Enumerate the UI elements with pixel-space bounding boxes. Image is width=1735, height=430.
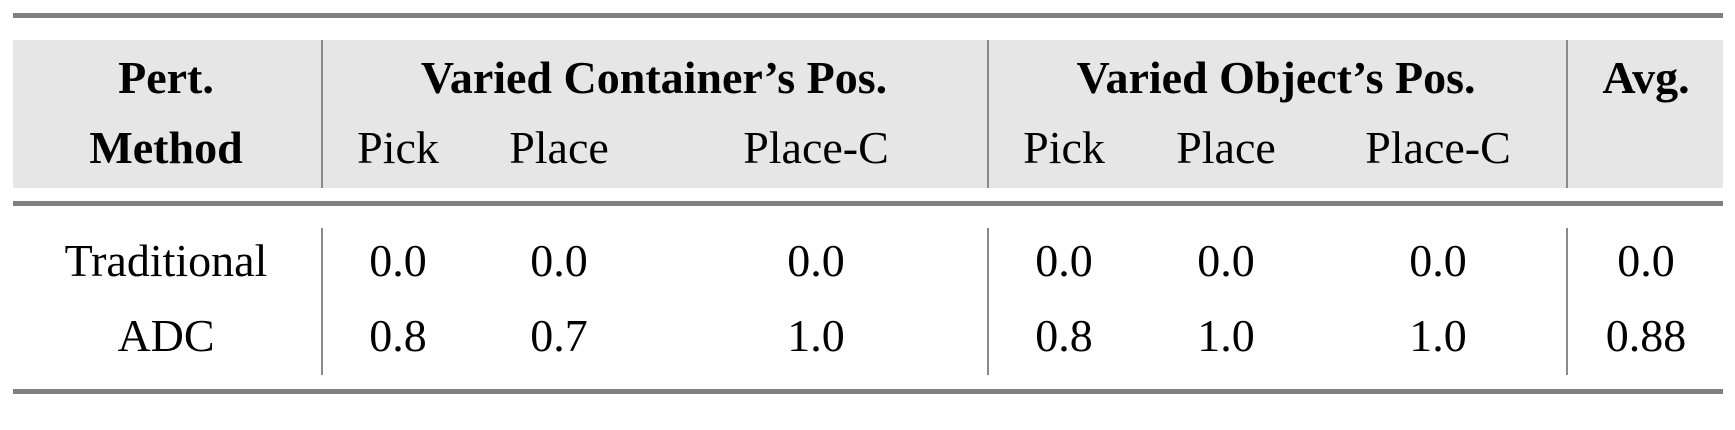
mid-rule	[13, 201, 1723, 206]
table-cell: 0.8	[1035, 310, 1093, 361]
divider	[1566, 40, 1568, 188]
table-cell: 1.0	[1197, 310, 1255, 361]
top-rule	[13, 13, 1723, 18]
divider	[987, 40, 989, 188]
header-method: Method	[89, 122, 243, 173]
table-cell: 0.0	[530, 235, 588, 286]
table-cell: 0.0	[787, 235, 845, 286]
table-cell: 0.88	[1605, 310, 1687, 361]
table-cell: 1.0	[787, 310, 845, 361]
header-col: Pick	[357, 122, 439, 173]
header-pert: Pert.	[118, 52, 214, 103]
header-col: Place	[1176, 122, 1276, 173]
header-background	[13, 40, 1723, 188]
table-cell: 0.0	[1035, 235, 1093, 286]
divider	[1566, 228, 1568, 375]
table-cell: 0.0	[1197, 235, 1255, 286]
divider	[987, 228, 989, 375]
table-cell: 1.0	[1409, 310, 1467, 361]
header-group-object: Varied Object’s Pos.	[1076, 52, 1476, 103]
header-col: Place-C	[1365, 122, 1511, 173]
table-cell: 0.0	[1617, 235, 1675, 286]
header-col: Pick	[1023, 122, 1105, 173]
row-method: ADC	[117, 310, 215, 361]
divider	[321, 40, 323, 188]
divider	[321, 228, 323, 375]
table-cell: 0.0	[369, 235, 427, 286]
table-cell: 0.7	[530, 310, 588, 361]
header-avg: Avg.	[1602, 52, 1690, 103]
header-col: Place	[509, 122, 609, 173]
table-cell: 0.0	[1409, 235, 1467, 286]
row-method: Traditional	[64, 235, 268, 286]
header-col: Place-C	[743, 122, 889, 173]
bottom-rule	[13, 389, 1723, 394]
table-cell: 0.8	[369, 310, 427, 361]
header-group-container: Varied Container’s Pos.	[420, 52, 888, 103]
